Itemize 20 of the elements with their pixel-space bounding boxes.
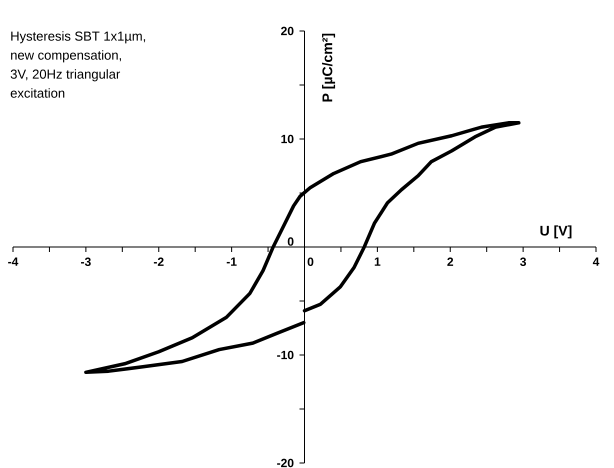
x-tick-label: -2 — [154, 258, 164, 266]
annotation: new compensation, — [11, 50, 122, 62]
x-tick-label: 1 — [374, 258, 380, 266]
x-axis-title: U [V] — [540, 225, 572, 238]
x-tick-label: 3 — [520, 258, 526, 266]
y-tick-label: 20 — [281, 26, 294, 36]
annotation: Hysteresis SBT 1x1µm, — [11, 31, 146, 44]
y-tick-label: 0 — [288, 237, 294, 246]
x-tick-label: 2 — [447, 258, 454, 266]
y-tick-label: -20 — [277, 458, 294, 468]
x-tick-label: -3 — [81, 258, 91, 266]
y-tick-label: -10 — [277, 350, 294, 360]
annotation: excitation — [10, 88, 64, 98]
x-tick-label: 0 — [308, 258, 314, 266]
annotation: 3V, 20Hz triangular — [10, 69, 120, 82]
y-tick-label: 10 — [281, 134, 294, 144]
x-tick-label: -1 — [226, 258, 237, 266]
x-tick-label: 4 — [592, 258, 600, 266]
x-tick-label: -4 — [8, 258, 18, 266]
y-axis-title: P [µC/cm²] — [322, 34, 336, 102]
